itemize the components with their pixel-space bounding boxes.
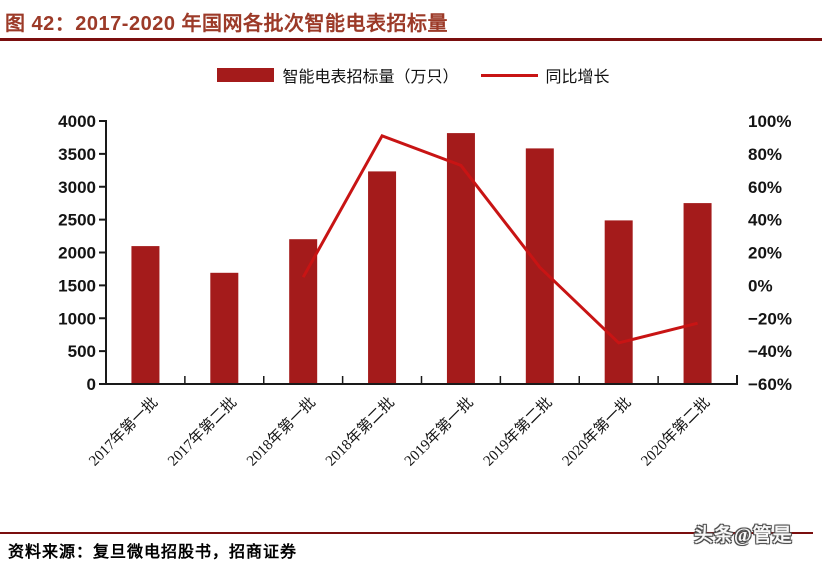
y-right-tick-label: 0% — [748, 276, 773, 295]
legend-line-swatch — [480, 73, 538, 77]
y-right-tick-label: 20% — [748, 244, 782, 263]
y-left-tick-label: 2000 — [58, 244, 96, 263]
source-line: 资料来源：复旦微电招股书，招商证券 — [8, 538, 297, 562]
y-left-tick-label: 3500 — [58, 145, 96, 164]
y-left-tick-label: 3000 — [58, 178, 96, 197]
x-axis-label: 2017年第二批 — [164, 393, 240, 469]
y-right-tick-label: −60% — [748, 375, 792, 394]
yoy-growth-line — [301, 133, 698, 345]
bar-2019年第一批 — [446, 133, 475, 384]
source-label: 资料来源： — [8, 544, 94, 561]
x-axis-label: 2018年第二批 — [322, 393, 398, 469]
bar-2017年第一批 — [131, 246, 160, 384]
figure-title: 图 42：2017-2020 年国网各批次智能电表招标量 — [5, 13, 449, 35]
y-right-tick-label: −40% — [748, 342, 792, 361]
y-right-tick-label: 80% — [748, 145, 782, 164]
x-axis-label: 2020年第一批 — [558, 393, 634, 469]
y-left-tick-label: 500 — [68, 342, 96, 361]
y-right-tick-label: 40% — [748, 211, 782, 230]
bar-2020年第二批 — [683, 203, 712, 384]
bar-2020年第一批 — [604, 220, 633, 384]
title-rule — [0, 38, 822, 41]
legend-bar-swatch — [217, 68, 275, 82]
x-axis-label: 2019年第一批 — [400, 393, 476, 469]
y-left-tick-label: 0 — [87, 375, 96, 394]
y-left-tick-label: 1000 — [58, 309, 96, 328]
watermark-text: 头条@管是 — [694, 525, 793, 546]
x-axis-label: 2020年第二批 — [637, 393, 713, 469]
y-left-tick-label: 1500 — [58, 276, 96, 295]
y-right-tick-label: 100% — [748, 112, 791, 131]
legend-bar-label: 智能电表招标量（万只） — [282, 69, 459, 86]
y-right-tick-label: 60% — [748, 178, 782, 197]
x-axis-label: 2018年第一批 — [243, 393, 319, 469]
footer-rule — [0, 532, 813, 534]
legend-line-label: 同比增长 — [545, 69, 610, 86]
bar-2018年第二批 — [368, 171, 397, 384]
y-left-tick-label: 4000 — [58, 112, 96, 131]
x-axis-label: 2017年第一批 — [85, 393, 161, 469]
chart-legend: 智能电表招标量（万只） 同比增长 — [0, 63, 827, 87]
source-text: 复旦微电招股书，招商证券 — [93, 544, 298, 561]
y-right-tick-label: −20% — [748, 309, 792, 328]
x-axis-label: 2019年第二批 — [479, 393, 555, 469]
y-left-tick-label: 2500 — [58, 211, 96, 230]
bar-2017年第二批 — [210, 272, 239, 384]
